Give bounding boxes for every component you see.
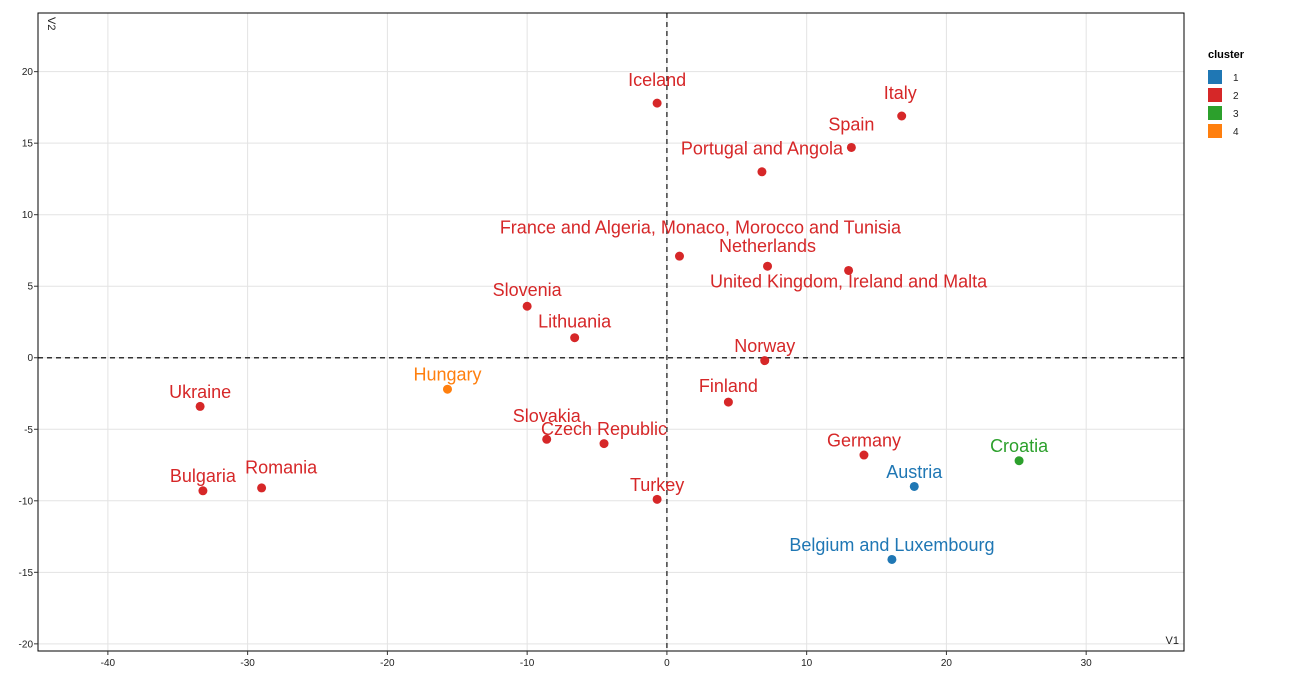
data-point	[652, 494, 662, 504]
x-tick-label: -20	[380, 658, 395, 669]
data-point	[723, 397, 733, 407]
data-point	[652, 98, 662, 108]
data-point	[909, 481, 919, 491]
point-labels: Iceland Italy Spain Portugal and Angola Fran…	[169, 70, 1049, 555]
legend-key	[1208, 106, 1222, 120]
x-tick-label: 30	[1081, 658, 1093, 669]
data-point	[760, 356, 770, 366]
data-point	[846, 142, 856, 152]
point-label: Bulgaria	[170, 466, 237, 486]
point-label: France and Algeria, Monaco, Morocco and …	[500, 217, 902, 237]
point-label: Portugal and Angola	[681, 139, 844, 159]
data-point	[859, 450, 869, 460]
data-point	[1014, 456, 1024, 466]
x-tick-label: 0	[664, 658, 670, 669]
point-label: Finland	[699, 376, 758, 396]
data-point	[897, 111, 907, 121]
legend: cluster 1 2 3 4	[1208, 49, 1245, 138]
point-label: Netherlands	[719, 236, 816, 256]
y-tick-label: -20	[19, 639, 34, 650]
x-tick-label: -30	[240, 658, 255, 669]
legend-title: cluster	[1208, 49, 1245, 61]
data-point	[257, 483, 267, 493]
data-point	[198, 486, 208, 496]
legend-entries: 1 2 3 4	[1208, 70, 1239, 138]
reference-lines	[38, 13, 1184, 651]
legend-label: 4	[1233, 127, 1239, 138]
axis-ticks: -40 -30 -20 -10 0 10 20 30 -20 -15 -10 -5 0 5 10 15 20	[19, 67, 1093, 669]
point-label: Iceland	[628, 70, 686, 90]
y-tick-label: 20	[22, 67, 34, 78]
y-axis-title: V2	[45, 17, 57, 30]
legend-key	[1208, 88, 1222, 102]
y-tick-label: 5	[27, 282, 33, 293]
x-tick-label: 10	[801, 658, 813, 669]
legend-label: 3	[1233, 109, 1239, 120]
data-point	[763, 261, 773, 271]
point-label: Turkey	[630, 475, 684, 495]
y-tick-label: -10	[19, 496, 34, 507]
point-label: Spain	[828, 114, 874, 134]
y-tick-label: 15	[22, 139, 34, 150]
point-label: Slovenia	[493, 280, 563, 300]
y-tick-label: -5	[24, 425, 33, 436]
point-label: Czech Republic	[541, 419, 667, 439]
y-tick-label: -15	[19, 568, 34, 579]
point-label: Germany	[827, 430, 901, 450]
y-tick-label: 0	[27, 353, 33, 364]
data-point	[757, 167, 767, 177]
legend-key	[1208, 70, 1222, 84]
data-point	[887, 554, 897, 564]
point-label: Ukraine	[169, 382, 231, 402]
data-points	[195, 98, 1024, 564]
point-label: Hungary	[413, 365, 481, 385]
x-tick-label: -10	[520, 658, 535, 669]
y-tick-label: 10	[22, 210, 34, 221]
data-point	[542, 434, 552, 444]
data-point	[522, 301, 532, 311]
data-point	[195, 401, 205, 411]
legend-key	[1208, 124, 1222, 138]
x-axis-title: V1	[1166, 635, 1179, 647]
point-label: Austria	[886, 462, 943, 482]
point-label: Croatia	[990, 436, 1049, 456]
data-point	[570, 333, 580, 343]
point-label: Belgium and Luxembourg	[789, 535, 994, 555]
data-point	[844, 265, 854, 275]
data-point	[442, 384, 452, 394]
legend-label: 1	[1233, 73, 1239, 84]
plot-panel-border	[37, 12, 1185, 652]
point-label: Italy	[884, 83, 917, 103]
point-label: United Kingdom, Ireland and Malta	[710, 272, 988, 292]
point-label: Slovakia	[513, 406, 582, 426]
data-point	[599, 439, 609, 449]
legend-label: 2	[1233, 91, 1239, 102]
data-point	[674, 251, 684, 261]
point-label: Norway	[734, 336, 795, 356]
point-label: Romania	[245, 458, 318, 478]
point-label: Lithuania	[538, 312, 612, 332]
x-tick-label: 20	[941, 658, 953, 669]
x-tick-label: -40	[101, 658, 116, 669]
